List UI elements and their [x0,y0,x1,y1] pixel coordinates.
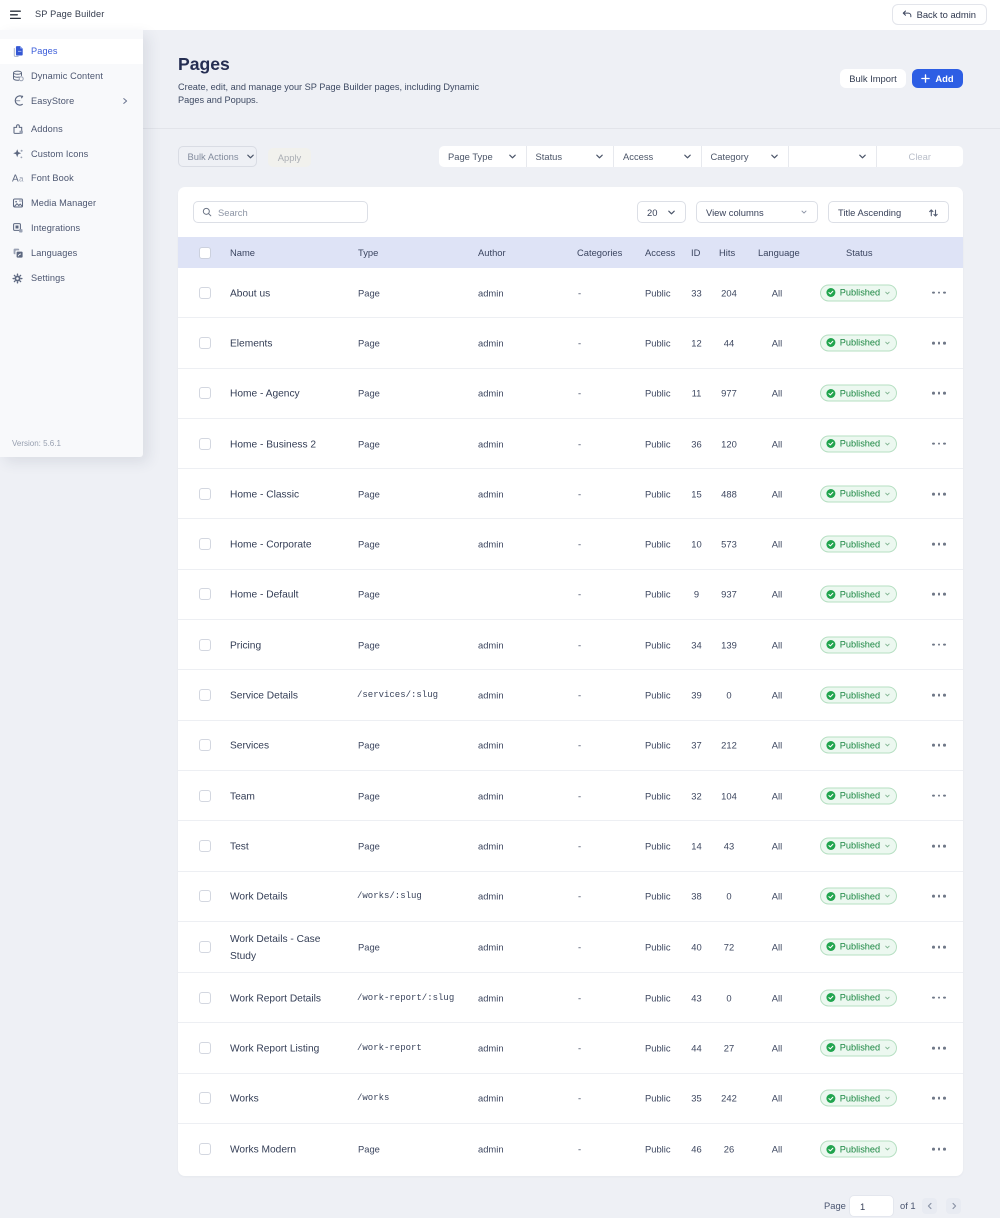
svg-text:A: A [12,174,19,185]
svg-text:a: a [19,175,24,184]
